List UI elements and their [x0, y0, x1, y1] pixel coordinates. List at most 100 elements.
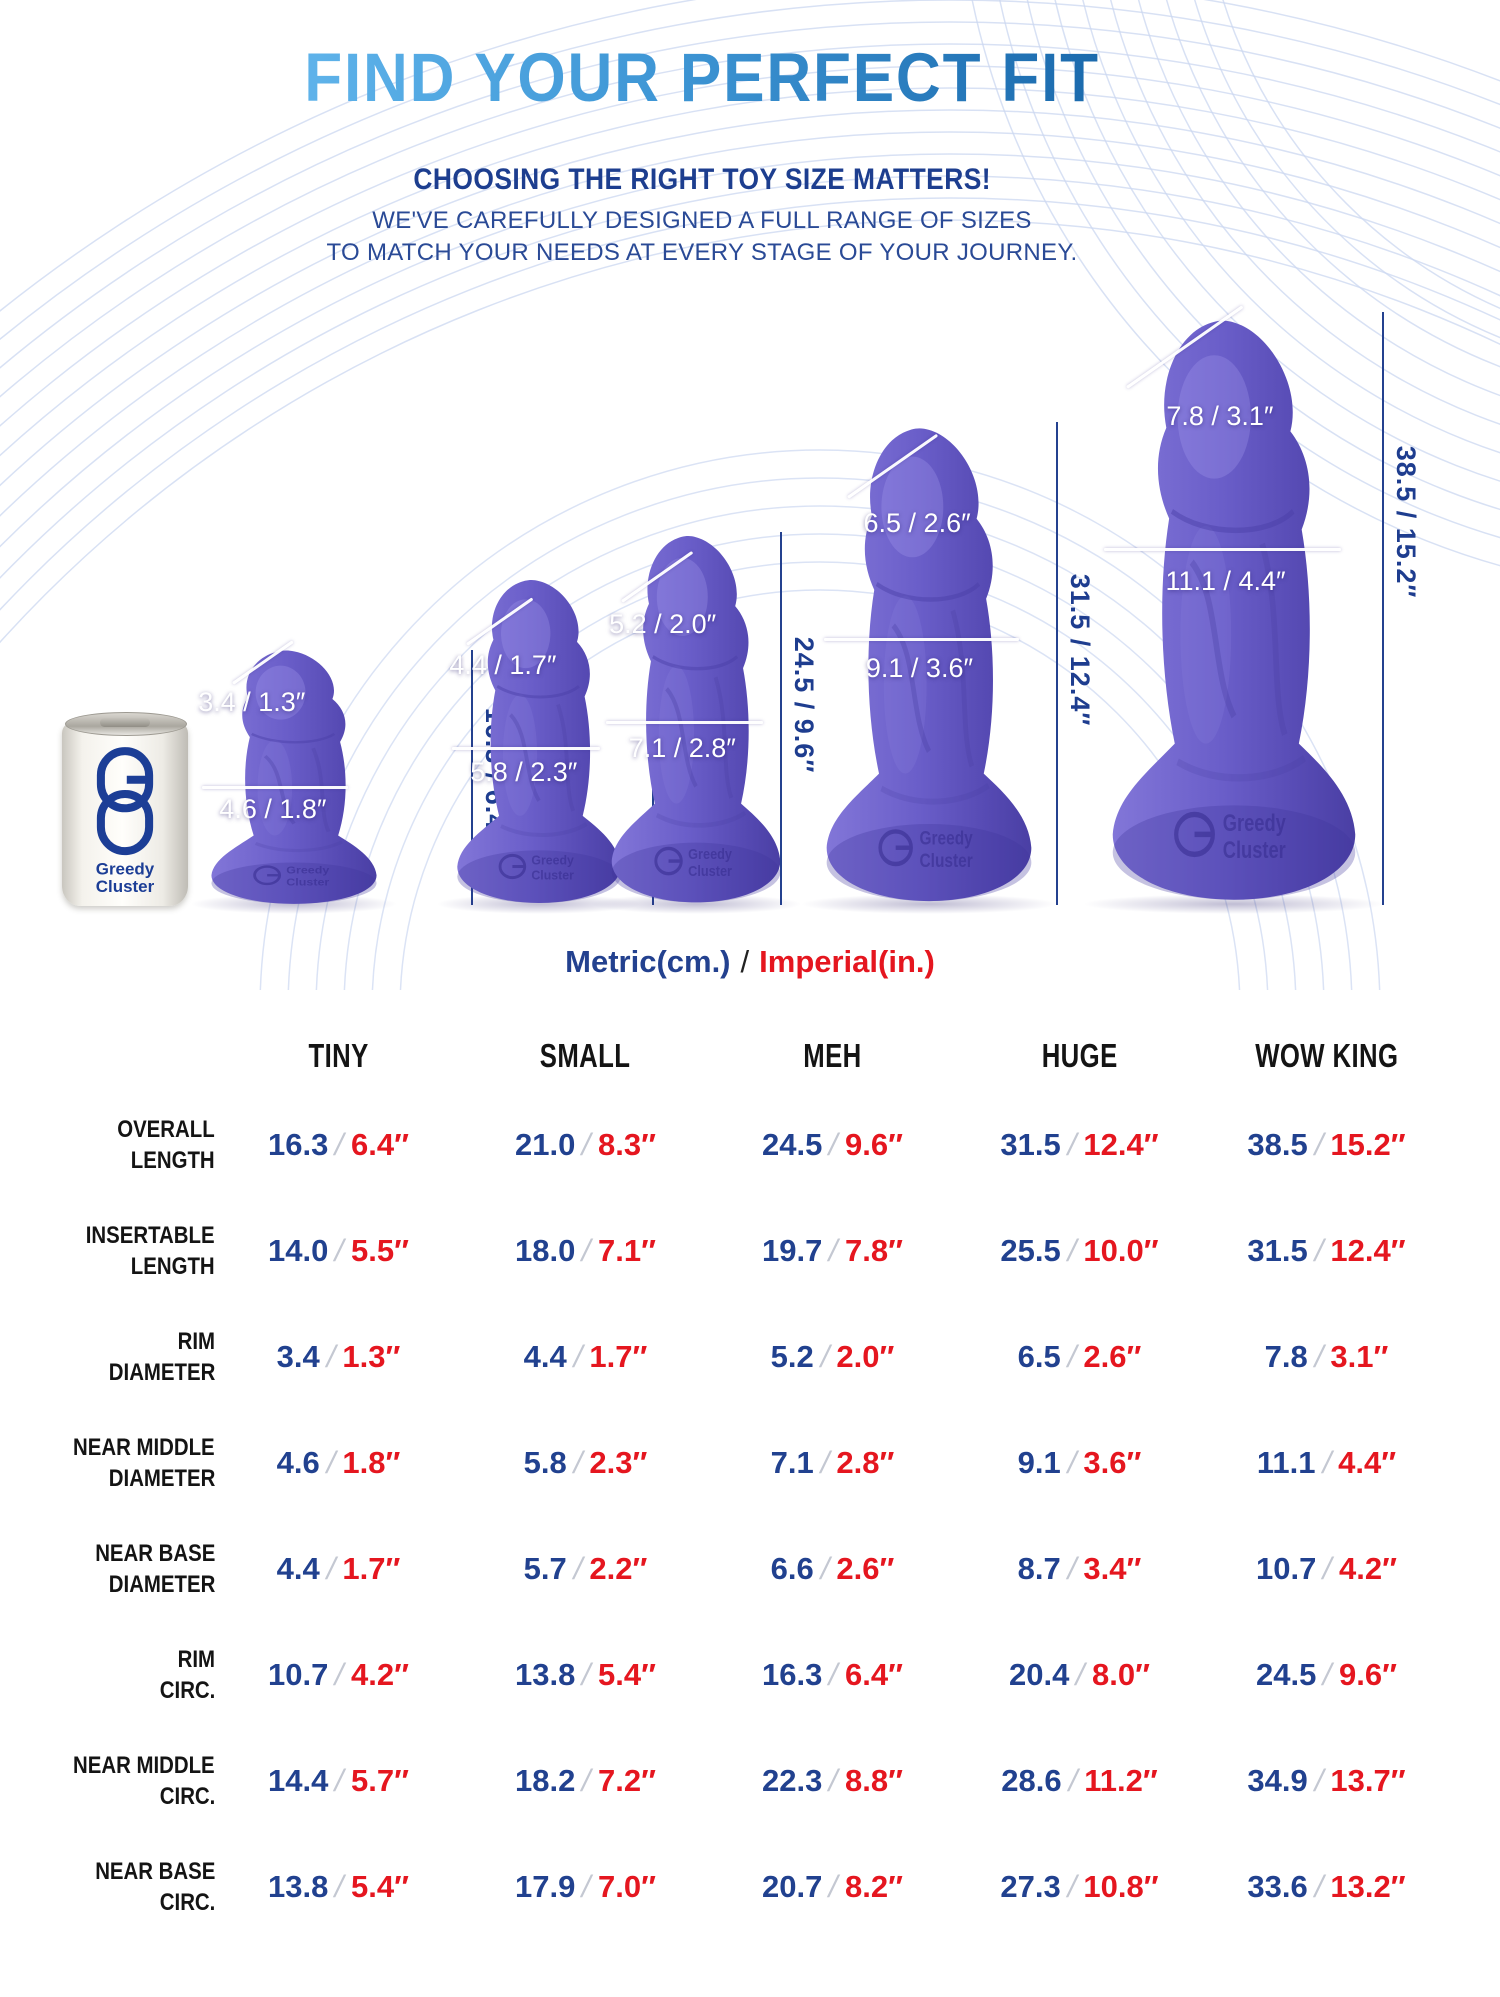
table-cell: 21.0/8.3″	[515, 1127, 656, 1162]
column-header-small: SMALL	[540, 1037, 631, 1074]
table-cell: 5.7/2.2″	[523, 1551, 648, 1586]
middle-measure-line	[824, 638, 1020, 642]
product-meh: 5.2 / 2.0″ 7.1 / 2.8″	[590, 528, 802, 914]
svg-text:Cluster: Cluster	[96, 877, 155, 894]
rim-measure-label: 5.2 / 2.0″	[609, 609, 717, 640]
table-cell: 27.3/10.8″	[1000, 1869, 1159, 1904]
middle-measure-line	[451, 746, 600, 750]
table-cell: 24.5/9.6″	[762, 1127, 903, 1162]
rim-measure-label: 6.5 / 2.6″	[863, 508, 971, 539]
table-cell: 16.3/6.4″	[268, 1127, 409, 1162]
table-cell: 13.8/5.4″	[515, 1657, 656, 1692]
table-cell: 13.8/5.4″	[268, 1869, 409, 1904]
table-cell: 31.5/12.4″	[1000, 1127, 1159, 1162]
column-header-meh: MEH	[803, 1037, 862, 1074]
overall-length-line-huge	[1056, 422, 1058, 905]
row-label-near-base-circ: NEAR BASE CIRC.	[94, 1857, 215, 1916]
overall-length-line-tiny	[471, 650, 473, 905]
row-label-rim-circ: RIM CIRC.	[159, 1645, 215, 1704]
rim-measure-label: 4.4 / 1.7″	[449, 649, 557, 680]
toy-shadow	[1081, 894, 1387, 914]
column-header-wow-king: WOW KING	[1254, 1037, 1399, 1074]
table-corner-cell	[10, 1020, 215, 1092]
product-huge: 6.5 / 2.6″ 9.1 / 3.6″	[800, 418, 1058, 914]
page-title: FIND YOUR PERFECT FIT	[304, 39, 1100, 116]
table-cell: 20.7/8.2″	[762, 1869, 903, 1904]
legend-separator: /	[740, 944, 750, 979]
table-cell: 14.0/5.5″	[268, 1233, 409, 1268]
imperial-unit-label: Imperial(in.)	[759, 944, 935, 979]
rim-measure-label: 3.4 / 1.3″	[198, 686, 306, 717]
toy-shadow	[800, 894, 1058, 914]
table-cell: 8.7/3.4″	[1017, 1551, 1142, 1586]
middle-measure-label: 5.8 / 2.3″	[470, 756, 578, 787]
table-cell: 20.4/8.0″	[1009, 1657, 1150, 1692]
middle-measure-label: 4.6 / 1.8″	[219, 794, 327, 825]
column-header-huge: HUGE	[1041, 1037, 1118, 1074]
middle-measure-line	[1104, 547, 1342, 551]
middle-measure-label: 7.1 / 2.8″	[628, 732, 736, 763]
product-tiny: 3.4 / 1.3″ 4.6 / 1.8″	[190, 640, 398, 914]
overall-length-label-wow-king: 38.5 / 15.2″	[1391, 445, 1421, 599]
row-label-near-middle-diameter: NEAR MIDDLE DIAMETER	[73, 1433, 215, 1492]
table-cell: 5.2/2.0″	[770, 1339, 895, 1374]
table-cell: 17.9/7.0″	[515, 1869, 656, 1904]
table-cell: 24.5/9.6″	[1256, 1657, 1397, 1692]
can-tab	[100, 718, 150, 727]
middle-measure-line	[605, 721, 763, 725]
toy-shadow	[590, 894, 802, 914]
metric-unit-label: Metric(cm.)	[565, 944, 731, 979]
row-label-rim-diameter: RIM DIAMETER	[108, 1327, 215, 1386]
table-cell: 11.1/4.4″	[1256, 1445, 1397, 1480]
rim-measure-label: 7.8 / 3.1″	[1166, 400, 1274, 431]
table-cell: 3.4/1.3″	[276, 1339, 401, 1374]
row-label-overall-length: OVERALL LENGTH	[117, 1115, 215, 1174]
table-cell: 25.5/10.0″	[1000, 1233, 1159, 1268]
table-cell: 19.7/7.8″	[762, 1233, 903, 1268]
header: FIND YOUR PERFECT FIT CHOOSING THE RIGHT…	[0, 38, 1404, 270]
table-cell: 7.8/3.1″	[1264, 1339, 1389, 1374]
column-header-tiny: TINY	[308, 1037, 369, 1074]
overall-length-label-meh: 24.5 / 9.6″	[789, 636, 819, 774]
brand-logo: Greedy Cluster	[96, 747, 155, 894]
product-small: 4.4 / 1.7″ 5.8 / 2.3″	[436, 573, 642, 914]
page-subtitle: CHOOSING THE RIGHT TOY SIZE MATTERS!	[413, 163, 991, 196]
table-cell: 38.5/15.2″	[1247, 1127, 1406, 1162]
table-cell: 16.3/6.4″	[762, 1657, 903, 1692]
middle-measure-label: 11.1 / 4.4″	[1165, 565, 1286, 596]
units-legend: Metric(cm.) / Imperial(in.)	[0, 944, 1500, 980]
table-cell: 7.1/2.8″	[770, 1445, 895, 1480]
product-illustration	[598, 528, 794, 907]
table-cell: 14.4/5.7″	[268, 1763, 409, 1798]
svg-text:Greedy: Greedy	[96, 859, 155, 878]
table-cell: 18.2/7.2″	[515, 1763, 656, 1798]
product-wow-king: 7.8 / 3.1″ 11.1 / 4.4″	[1081, 305, 1387, 914]
table-cell: 18.0/7.1″	[515, 1233, 656, 1268]
size-table: TINY SMALL MEH HUGE WOW KING OVERALL LENG…	[10, 1020, 1450, 1940]
tagline-line1: WE'VE CAREFULLY DESIGNED A FULL RANGE OF…	[372, 207, 1032, 234]
table-cell: 22.3/8.8″	[762, 1763, 903, 1798]
table-cell: 31.5/12.4″	[1247, 1233, 1406, 1268]
table-cell: 4.6/1.8″	[276, 1445, 401, 1480]
product-illustration	[198, 645, 390, 907]
table-cell: 10.7/4.2″	[268, 1657, 409, 1692]
tagline-line2: TO MATCH YOUR NEEDS AT EVERY STAGE OF YO…	[326, 239, 1078, 267]
tagline: WE'VE CAREFULLY DESIGNED A FULL RANGE OF…	[0, 205, 1404, 270]
overall-length-label-huge: 31.5 / 12.4″	[1065, 573, 1095, 727]
table-cell: 28.6/11.2″	[1001, 1763, 1158, 1798]
table-cell: 33.6/13.2″	[1247, 1869, 1406, 1904]
table-cell: 6.5/2.6″	[1017, 1339, 1142, 1374]
overall-length-line-wow-king	[1382, 312, 1384, 905]
product-illustration	[1093, 308, 1375, 907]
table-cell: 10.7/4.2″	[1256, 1551, 1397, 1586]
row-label-near-middle-circ: NEAR MIDDLE CIRC.	[73, 1751, 215, 1810]
toy-shadow	[436, 894, 642, 914]
middle-measure-line	[201, 786, 348, 790]
table-cell: 34.9/13.7″	[1247, 1763, 1406, 1798]
table-cell: 4.4/1.7″	[523, 1339, 648, 1374]
overall-length-line-meh	[780, 532, 782, 905]
row-label-near-base-diameter: NEAR BASE DIAMETER	[94, 1539, 215, 1598]
table-cell: 4.4/1.7″	[276, 1551, 401, 1586]
table-cell: 9.1/3.6″	[1017, 1445, 1142, 1480]
